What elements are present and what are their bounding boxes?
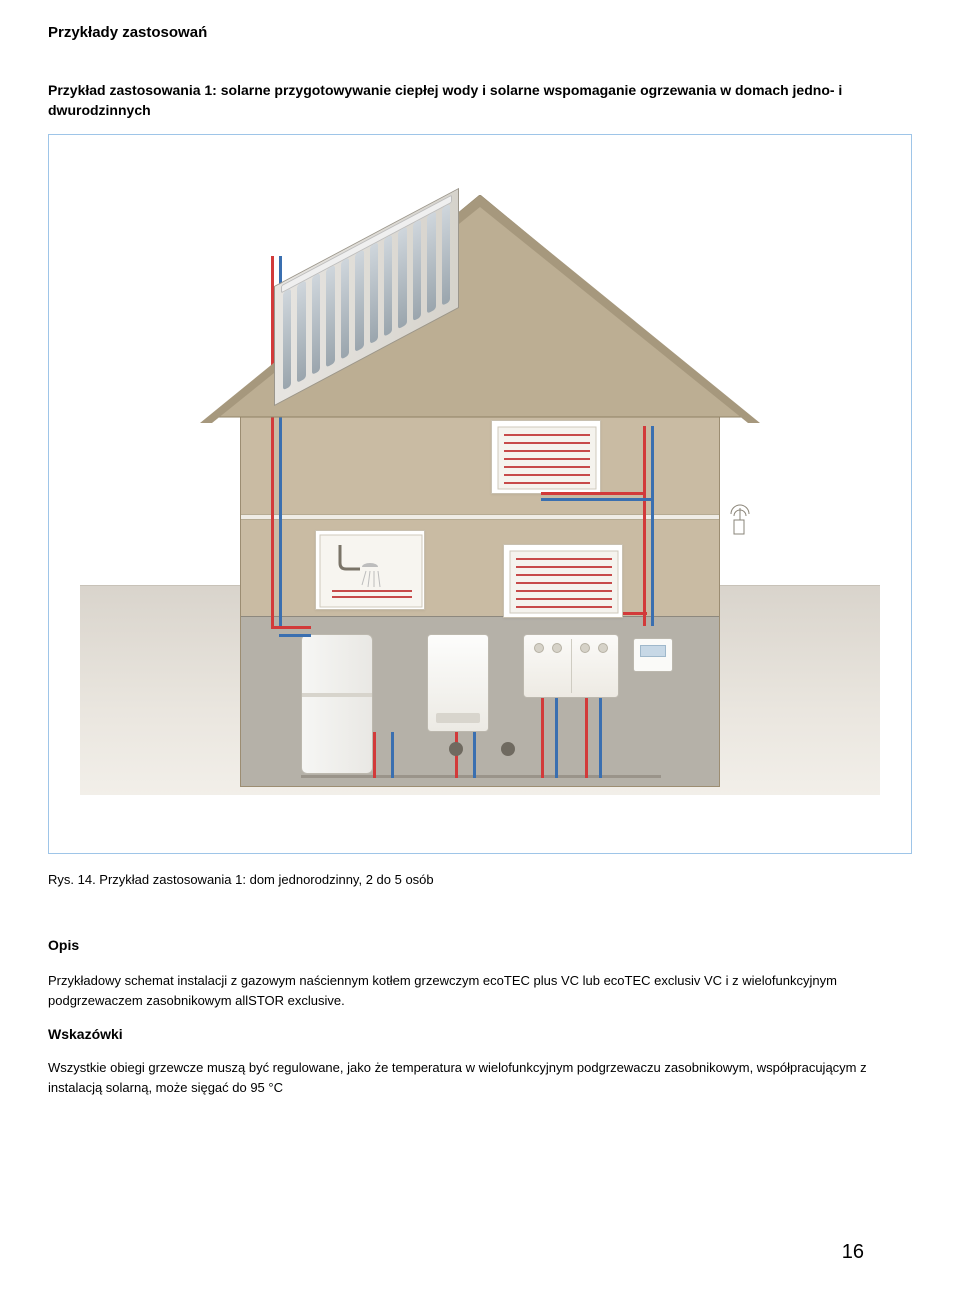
figure-caption: Rys. 14. Przykład zastosowania 1: dom je… <box>48 872 912 887</box>
section-title: Przykłady zastosowań <box>48 24 912 41</box>
pipe-boiler-b <box>473 732 476 778</box>
outdoor-sensor-icon <box>727 502 753 538</box>
pipe-manifold <box>301 775 661 778</box>
description-heading: Opis <box>48 937 912 953</box>
pipe-h1 <box>271 626 311 629</box>
floor-upper <box>241 514 719 520</box>
hints-heading: Wskazówki <box>48 1026 912 1042</box>
pipe-mod-a <box>541 698 544 778</box>
page-number: 16 <box>842 1241 864 1264</box>
underfloor-panel-upper <box>491 420 601 494</box>
figure-container <box>48 134 912 854</box>
pipe-to-upper <box>541 492 645 495</box>
description-text: Przykładowy schemat instalacji z gazowym… <box>48 971 912 1010</box>
pipe-riser-hot <box>643 426 646 626</box>
shower-panel <box>315 530 425 610</box>
pipe-mod-d <box>599 698 602 778</box>
pipe-tank-in <box>391 732 394 778</box>
wall-boiler <box>427 634 489 732</box>
hints-text: Wszystkie obiegi grzewcze muszą być regu… <box>48 1058 912 1097</box>
pipe-mod-c <box>585 698 588 778</box>
house-walls <box>240 405 720 787</box>
underfloor-panel-ground <box>503 544 623 618</box>
valve-1 <box>449 742 463 756</box>
valve-2 <box>501 742 515 756</box>
pipe-mod-b <box>555 698 558 778</box>
pipe-riser-cold <box>651 426 654 626</box>
pipe-h2 <box>279 634 311 637</box>
example-subtitle: Przykład zastosowania 1: solarne przygot… <box>48 81 912 120</box>
pump-module <box>523 634 619 698</box>
pipe-to-upper-r <box>541 498 653 501</box>
pipe-to-ground <box>623 612 647 615</box>
pipe-tank-out <box>373 732 376 778</box>
buffer-tank <box>301 634 373 774</box>
house-diagram <box>200 195 760 795</box>
controller <box>633 638 673 672</box>
